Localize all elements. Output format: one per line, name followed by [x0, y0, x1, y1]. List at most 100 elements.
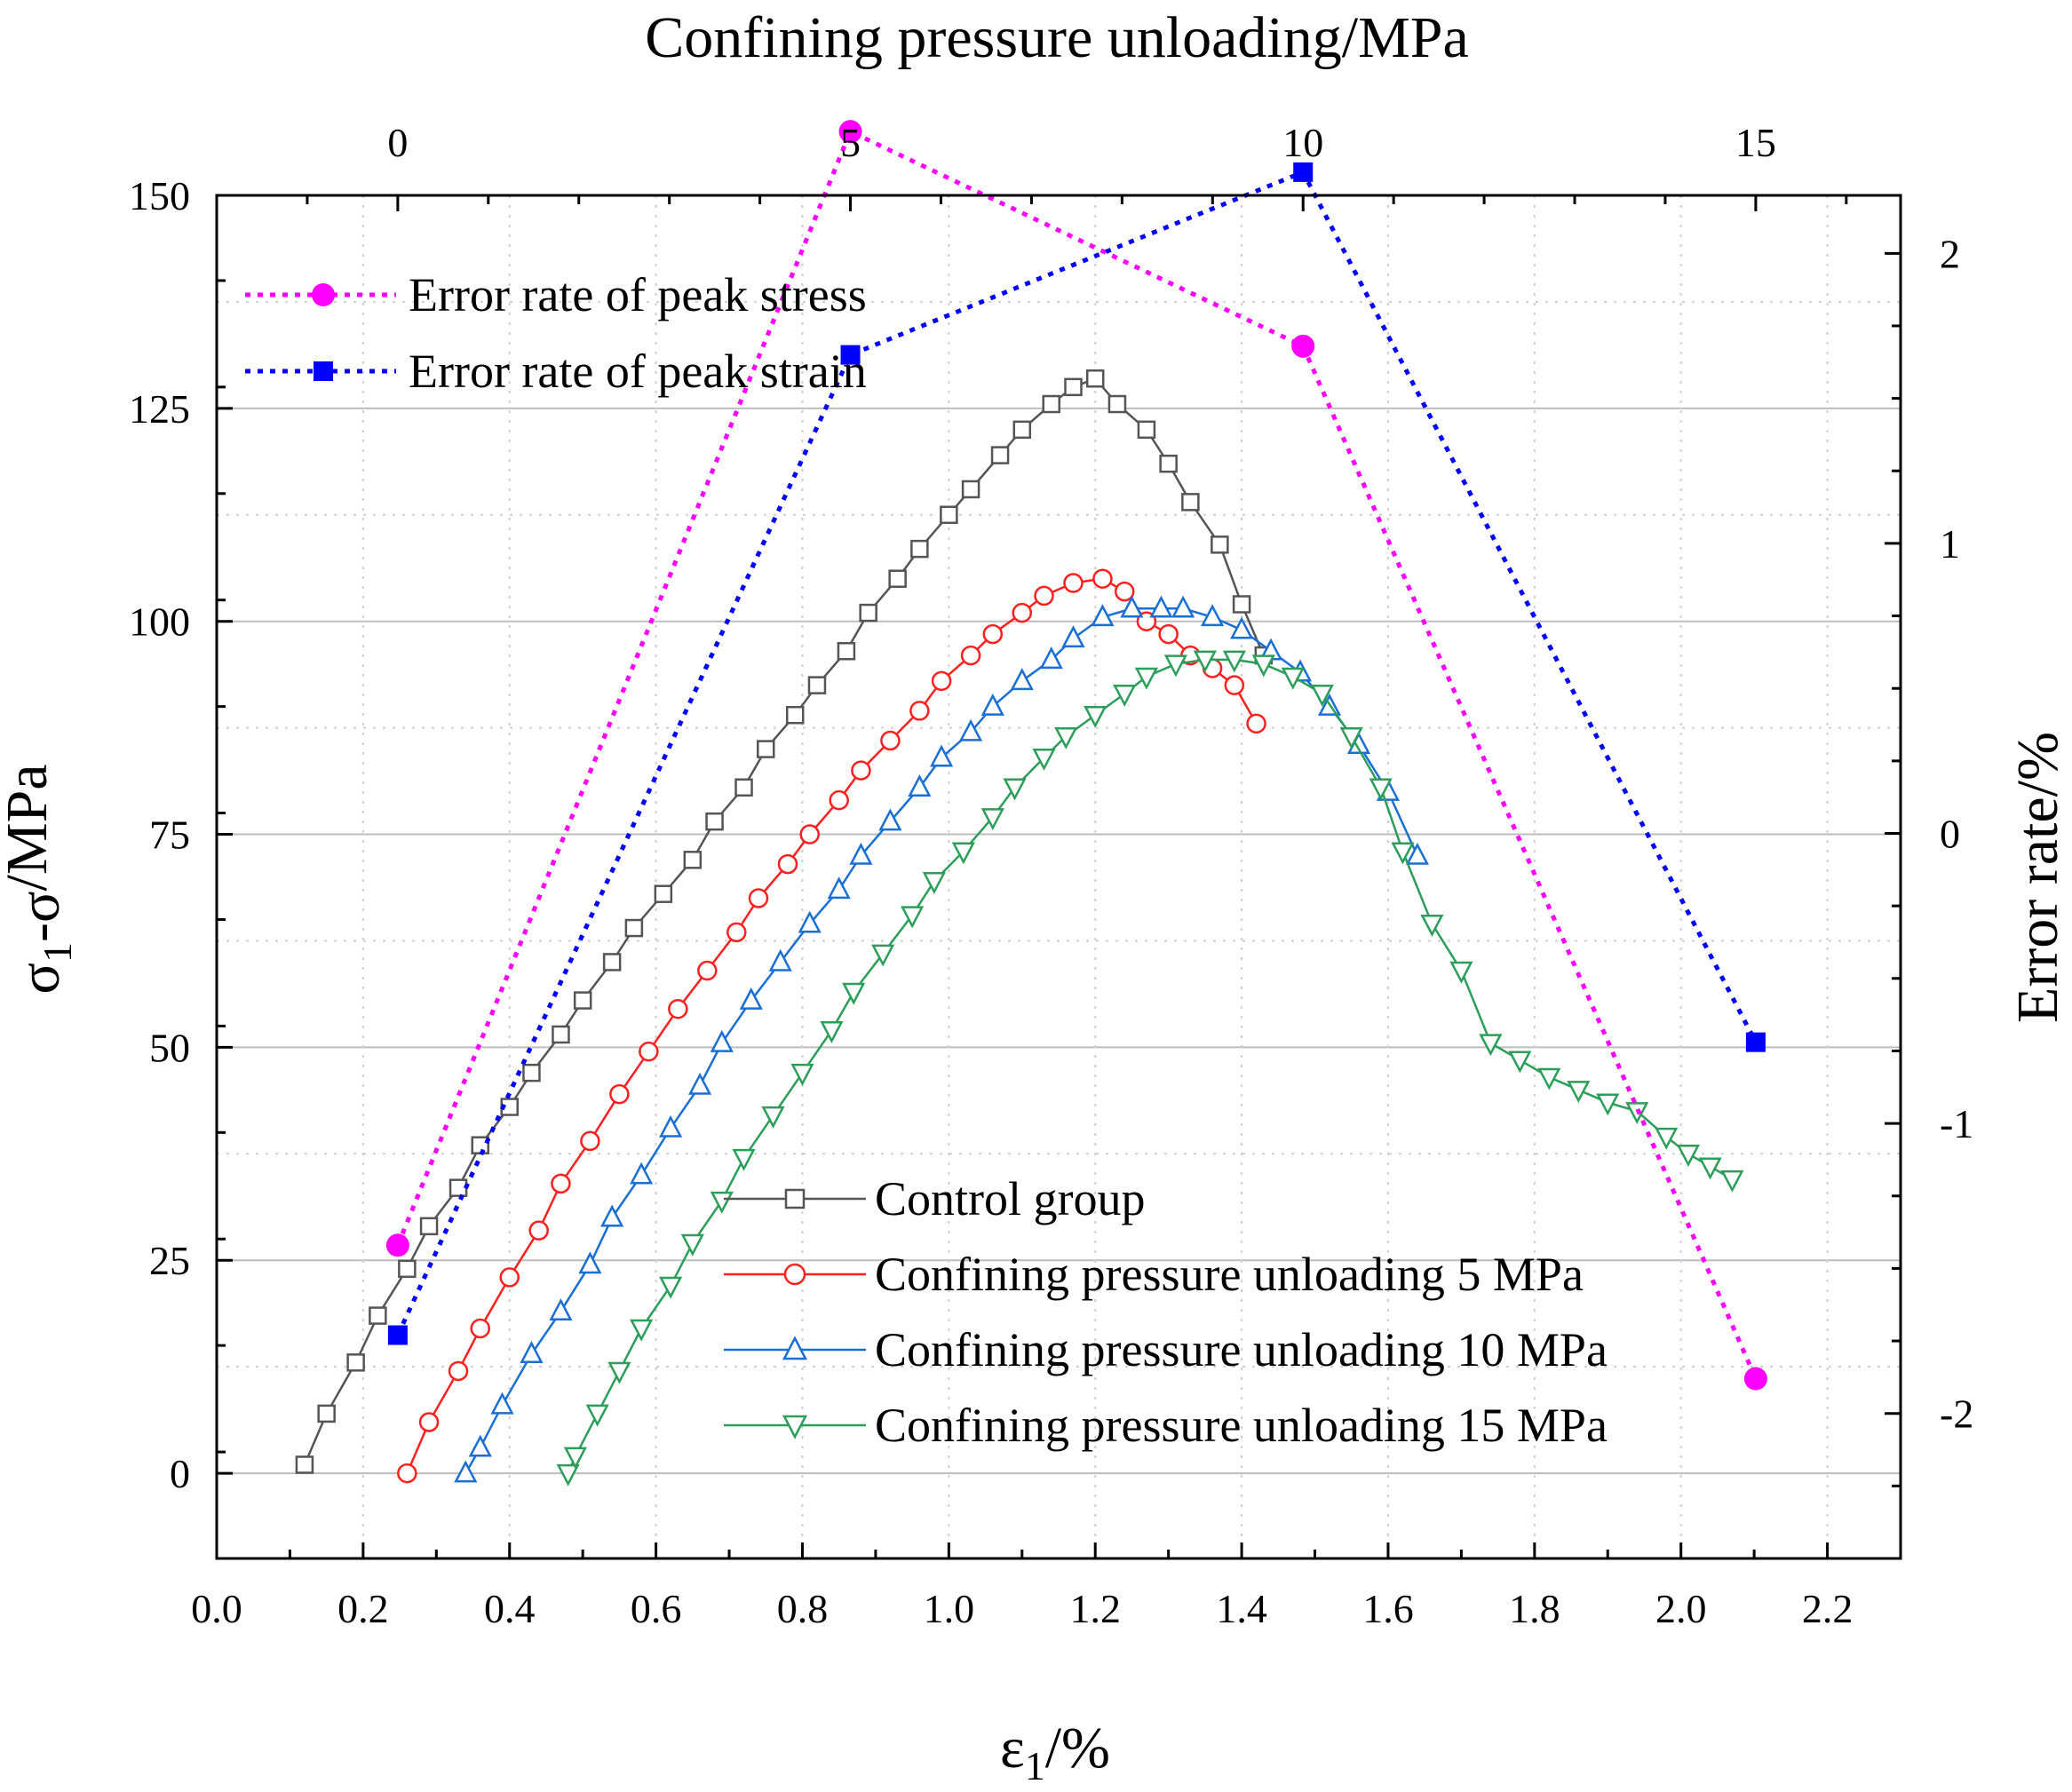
data-point [961, 480, 980, 499]
legend-label: Confining pressure unloading 15 MPa [875, 1399, 1608, 1452]
error-point [387, 1325, 408, 1345]
top-tick-label: 10 [1282, 120, 1323, 165]
y2-tick-label: 0 [1940, 812, 1960, 857]
data-point [980, 808, 1004, 831]
data-point [522, 1063, 541, 1082]
data-point [398, 1259, 417, 1279]
legend-label: Control group [875, 1172, 1146, 1225]
data-point [1137, 420, 1156, 440]
data-point [659, 1276, 683, 1299]
x-axis-title: ε1/% [1000, 1716, 1110, 1788]
legend-curves: Control group Confining pressure unloadin… [724, 1172, 1608, 1452]
data-point [1449, 961, 1473, 984]
data-point [1230, 616, 1254, 639]
data-point [829, 789, 849, 811]
data-point [1222, 650, 1246, 673]
error-series-0 [385, 120, 1767, 1391]
data-point [960, 645, 981, 666]
error-series-line [395, 169, 1758, 1336]
legend-label: Confining pressure unloading 5 MPa [875, 1248, 1584, 1301]
data-point [827, 876, 851, 900]
data-point [697, 960, 718, 981]
data-point [418, 1412, 440, 1432]
data-point [1281, 667, 1305, 690]
data-point [317, 1404, 336, 1423]
data-point [1211, 535, 1229, 554]
top-tick-label: 5 [840, 120, 861, 165]
data-point [602, 953, 622, 971]
data-point [777, 853, 798, 875]
data-point [346, 1353, 365, 1372]
x-tick-label: 0.6 [631, 1586, 682, 1631]
error-point [838, 120, 862, 144]
x-title-main: ε [1000, 1716, 1025, 1780]
data-point [468, 1434, 492, 1457]
y-tick-label: 25 [149, 1238, 190, 1283]
y2-tick-label: -2 [1940, 1392, 1973, 1437]
data-point [710, 1029, 734, 1052]
data-point [659, 1114, 683, 1138]
data-point [1012, 420, 1032, 440]
data-point [910, 539, 929, 559]
data-point [1251, 654, 1275, 678]
legend-marker [782, 1415, 808, 1439]
data-point [600, 1204, 624, 1227]
data-point [1181, 493, 1200, 511]
data-point [726, 922, 747, 943]
data-point [1114, 581, 1135, 602]
data-point [454, 1460, 478, 1483]
data-point [680, 1233, 704, 1257]
data-point [1120, 595, 1144, 618]
legend-marker [782, 1336, 808, 1360]
error-point [1293, 162, 1314, 182]
axes: 0.0 0.2 0.4 0.6 0.8 1.0 1.2 1.4 1.6 1.8 2.0 2.20255… [129, 120, 1973, 1631]
data-point [1091, 604, 1115, 627]
y-axis-title: σ1-σ/MPa [0, 764, 80, 994]
y-title-unit: /MPa [0, 764, 60, 891]
data-point [768, 948, 792, 971]
x-title-subscript: 1 [1025, 1743, 1045, 1788]
data-point [1163, 654, 1187, 678]
data-point [1054, 726, 1078, 749]
data-point [609, 1083, 630, 1105]
data-point [1113, 684, 1137, 707]
data-point [990, 446, 1010, 464]
data-point [980, 693, 1004, 716]
y-tick-label: 125 [129, 386, 190, 432]
data-point [842, 982, 866, 1005]
data-point [1339, 726, 1363, 749]
y2-tick-label: 2 [1940, 231, 1960, 276]
error-rate-series [385, 120, 1767, 1391]
error-point [385, 1233, 409, 1257]
data-point [449, 1178, 468, 1197]
data-point [799, 824, 820, 844]
data-point [849, 842, 873, 865]
legend-label: Confining pressure unloading 10 MPa [875, 1323, 1608, 1376]
data-point [1107, 394, 1127, 414]
data-point [563, 1447, 587, 1470]
error-series-1 [387, 162, 1766, 1345]
data-point [982, 623, 1004, 645]
data-point [607, 1361, 631, 1384]
data-point [1171, 595, 1195, 618]
data-point [1676, 1145, 1701, 1167]
data-point [757, 740, 775, 758]
data-point [1567, 1081, 1591, 1104]
y-tick-label: 100 [129, 599, 190, 645]
legend-marker [314, 361, 333, 381]
x-tick-label: 1.0 [924, 1586, 975, 1631]
data-point [1655, 1127, 1679, 1150]
data-point [734, 778, 753, 797]
data-point [1232, 595, 1251, 614]
data-point [668, 998, 688, 1019]
series-0 [295, 369, 1274, 1474]
data-point [732, 1148, 756, 1171]
data-point [1224, 675, 1245, 695]
data-point [859, 603, 877, 622]
data-point [851, 760, 871, 781]
data-point [578, 1251, 602, 1274]
y2-tick-label: 1 [1940, 521, 1960, 567]
data-point [1061, 625, 1085, 648]
legend-error-rates: Error rate of peak stress Error rate of p… [245, 268, 867, 398]
data-point [585, 1404, 609, 1427]
